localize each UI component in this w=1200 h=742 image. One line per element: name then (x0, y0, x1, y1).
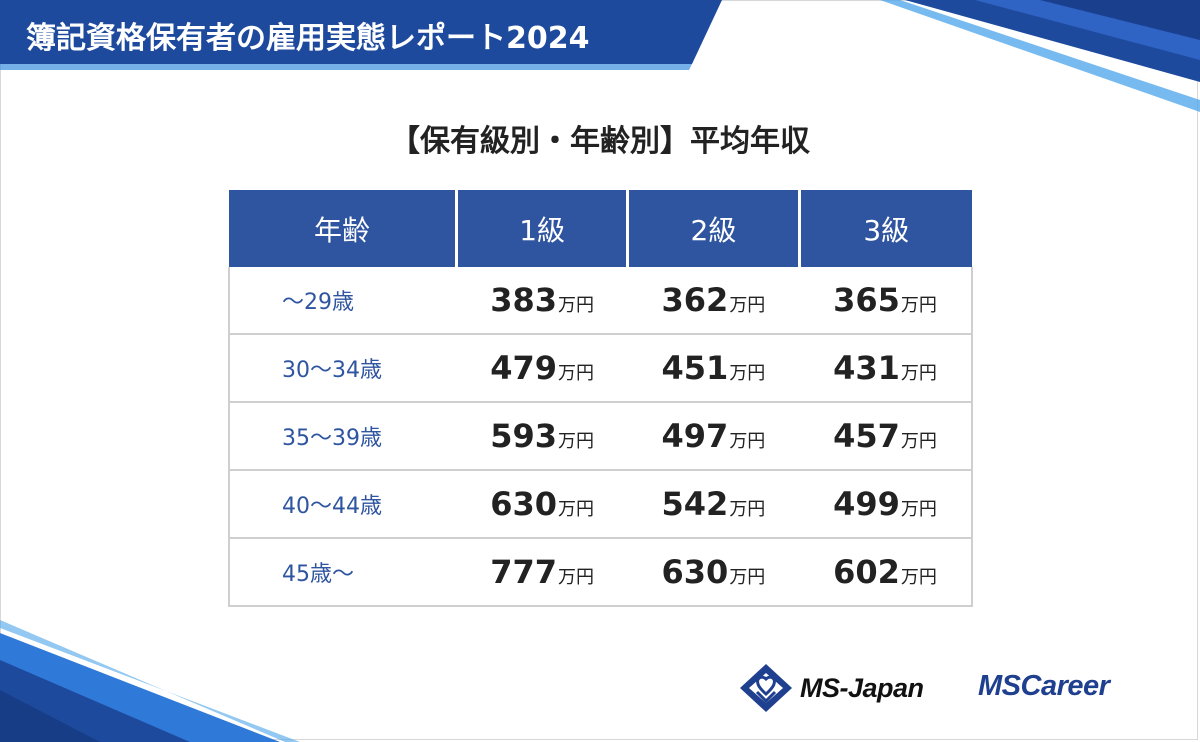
salary-cell-grade-2: 542万円 (627, 470, 800, 539)
salary-unit: 万円 (558, 499, 595, 520)
salary-value: 365 (833, 281, 900, 319)
salary-value: 630 (661, 553, 729, 591)
age-range-cell: 〜29歳 (228, 267, 457, 335)
salary-unit: 万円 (729, 295, 766, 316)
salary-unit: 万円 (729, 363, 766, 384)
ms-japan-wordmark: MS-Japan (800, 672, 924, 703)
table-row: 40〜44歳 630万円 542万円 499万円 (228, 470, 973, 539)
salary-value: 431 (833, 349, 900, 387)
salary-value: 451 (661, 349, 729, 387)
salary-value: 383 (490, 281, 558, 319)
salary-unit: 万円 (900, 431, 937, 452)
table-subtitle: 【保有級別・年齢別】平均年収 (390, 124, 810, 159)
salary-unit: 万円 (558, 363, 595, 384)
salary-cell-grade-2: 497万円 (627, 402, 800, 471)
table-header-row: 年齢 1級 2級 3級 (229, 190, 972, 267)
header-grade-2: 2級 (626, 190, 800, 267)
salary-cell-grade-1: 479万円 (456, 334, 628, 403)
salary-unit: 万円 (900, 567, 937, 588)
salary-cell-grade-2: 451万円 (627, 334, 800, 403)
salary-value: 630 (490, 485, 558, 523)
salary-cell-grade-3: 365万円 (799, 267, 973, 335)
salary-unit: 万円 (900, 295, 937, 316)
salary-unit: 万円 (900, 363, 937, 384)
salary-cell-grade-3: 431万円 (799, 334, 973, 403)
salary-value: 777 (490, 553, 558, 591)
ms-career-logo: MSCareer (978, 670, 1110, 702)
table-row: 35〜39歳 593万円 497万円 457万円 (228, 402, 973, 471)
salary-unit: 万円 (558, 567, 595, 588)
salary-unit: 万円 (729, 431, 766, 452)
title-banner: 簿記資格保有者の雇用実態レポート2024 (0, 0, 1200, 70)
salary-value: 602 (833, 553, 900, 591)
salary-cell-grade-3: 602万円 (799, 538, 973, 607)
age-range-cell: 35〜39歳 (228, 402, 457, 471)
salary-cell-grade-1: 630万円 (456, 470, 628, 539)
ms-japan-emblem-icon (740, 664, 792, 712)
salary-cell-grade-3: 457万円 (799, 402, 973, 471)
salary-table: 年齢 1級 2級 3級 〜29歳 383万円 362万円 365万円 30〜34歳 479… (228, 190, 973, 607)
salary-unit: 万円 (729, 499, 766, 520)
salary-value: 497 (661, 417, 729, 455)
salary-cell-grade-2: 362万円 (627, 267, 800, 335)
salary-cell-grade-1: 777万円 (456, 538, 628, 607)
salary-value: 457 (833, 417, 900, 455)
salary-unit: 万円 (558, 431, 595, 452)
salary-value: 362 (661, 281, 729, 319)
header-age: 年齢 (229, 190, 457, 267)
ms-japan-logo: MS-Japan (740, 664, 924, 712)
salary-unit: 万円 (558, 295, 595, 316)
salary-value: 542 (661, 485, 729, 523)
report-title: 簿記資格保有者の雇用実態レポート2024 (26, 21, 590, 56)
salary-value: 479 (490, 349, 558, 387)
table-row: 〜29歳 383万円 362万円 365万円 (228, 267, 973, 335)
salary-value: 499 (833, 485, 900, 523)
salary-unit: 万円 (900, 499, 937, 520)
table-row: 30〜34歳 479万円 451万円 431万円 (228, 334, 973, 403)
salary-cell-grade-1: 383万円 (456, 267, 628, 335)
age-range-cell: 45歳〜 (228, 538, 457, 607)
age-range-cell: 40〜44歳 (228, 470, 457, 539)
header-grade-1: 1級 (454, 190, 628, 267)
salary-unit: 万円 (729, 567, 766, 588)
salary-cell-grade-2: 630万円 (627, 538, 800, 607)
table-row: 45歳〜 777万円 630万円 602万円 (228, 538, 973, 607)
age-range-cell: 30〜34歳 (228, 334, 457, 403)
salary-value: 593 (490, 417, 558, 455)
salary-cell-grade-3: 499万円 (799, 470, 973, 539)
header-grade-3: 3級 (797, 190, 972, 267)
salary-cell-grade-1: 593万円 (456, 402, 628, 471)
